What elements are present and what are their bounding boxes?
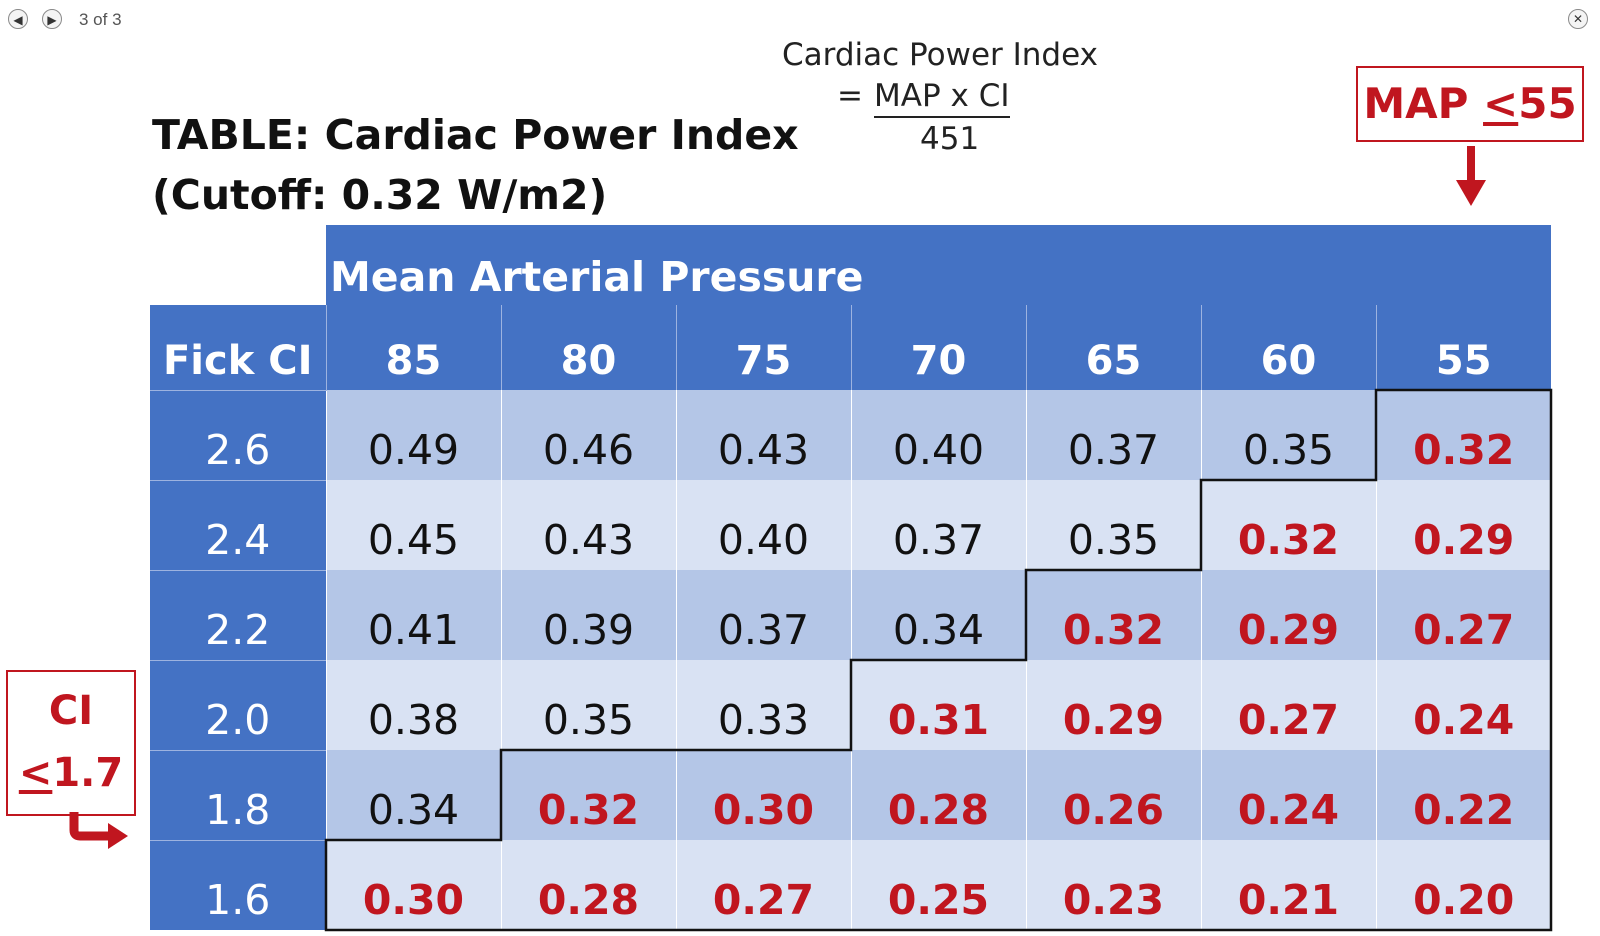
cpi-value-below-cutoff: 0.24 — [1375, 660, 1551, 750]
table-row: 2.6 0.49 0.46 0.43 0.40 0.37 0.35 0.32 — [150, 389, 1551, 480]
ci-callout-threshold: <1.7 — [8, 742, 134, 804]
cpi-value: 0.43 — [675, 390, 851, 480]
cpi-value-below-cutoff: 0.21 — [1200, 840, 1376, 930]
map-callout-symbol: < — [1483, 79, 1519, 128]
map-column-header: 70 — [850, 305, 1026, 390]
cpi-value-below-cutoff: 0.30 — [325, 840, 501, 930]
ci-callout-value: 1.7 — [52, 750, 124, 796]
ci-row-header: 1.6 — [150, 839, 326, 930]
cpi-value: 0.45 — [325, 480, 501, 570]
cpi-value-below-cutoff: 0.26 — [1025, 750, 1201, 840]
cpi-value-below-cutoff: 0.27 — [1200, 660, 1376, 750]
cpi-value-below-cutoff: 0.28 — [500, 840, 676, 930]
cpi-value: 0.43 — [500, 480, 676, 570]
cpi-value-below-cutoff: 0.32 — [500, 750, 676, 840]
ci-row-header: 2.2 — [150, 569, 326, 660]
arrow-bend-right-icon — [69, 812, 128, 849]
table-row: 2.4 0.45 0.43 0.40 0.37 0.35 0.32 0.29 — [150, 479, 1551, 570]
map-column-header: 85 — [325, 305, 501, 390]
ci-callout-label: CI — [48, 688, 94, 734]
cpi-value-below-cutoff: 0.32 — [1200, 480, 1376, 570]
table-row: 2.0 0.38 0.35 0.33 0.31 0.29 0.27 0.24 — [150, 659, 1551, 750]
map-column-header: 80 — [500, 305, 676, 390]
map-column-header: 65 — [1025, 305, 1201, 390]
cpi-value: 0.35 — [500, 660, 676, 750]
next-slide-button[interactable]: ▶ — [42, 9, 62, 29]
close-icon: ✕ — [1572, 12, 1584, 26]
ci-row-header: 2.6 — [150, 389, 326, 480]
arrow-right-icon: ▶ — [47, 13, 57, 27]
blank-corner — [150, 225, 326, 305]
cpi-value: 0.38 — [325, 660, 501, 750]
cpi-value: 0.35 — [1200, 390, 1376, 480]
fick-ci-header: Fick CI — [150, 305, 326, 390]
map-column-header: 75 — [675, 305, 851, 390]
ci-callout-symbol: < — [18, 750, 53, 796]
cpi-value: 0.37 — [675, 570, 851, 660]
table-row: 2.2 0.41 0.39 0.37 0.34 0.32 0.29 0.27 — [150, 569, 1551, 660]
cpi-value-below-cutoff: 0.27 — [1375, 570, 1551, 660]
cpi-value-below-cutoff: 0.29 — [1375, 480, 1551, 570]
map-group-header: Mean Arterial Pressure — [326, 225, 1551, 305]
map-callout-prefix: MAP — [1363, 79, 1484, 128]
cpi-value: 0.46 — [500, 390, 676, 480]
cpi-value-below-cutoff: 0.20 — [1375, 840, 1551, 930]
cpi-value-below-cutoff: 0.29 — [1200, 570, 1376, 660]
formula-denominator: 451 — [920, 121, 980, 157]
formula-numerator: MAP x CI — [874, 76, 1010, 118]
cpi-value: 0.35 — [1025, 480, 1201, 570]
cpi-value-below-cutoff: 0.30 — [675, 750, 851, 840]
ci-row-header: 2.0 — [150, 659, 326, 750]
map-column-header: 60 — [1200, 305, 1376, 390]
cpi-value-below-cutoff: 0.32 — [1025, 570, 1201, 660]
cpi-value: 0.39 — [500, 570, 676, 660]
map-callout-value: 55 — [1518, 79, 1577, 128]
cpi-value: 0.34 — [325, 750, 501, 840]
cpi-value-below-cutoff: 0.24 — [1200, 750, 1376, 840]
arrow-down-icon — [1456, 146, 1486, 206]
cpi-formula: Cardiac Power Index = MAP x CI 451 — [770, 34, 1110, 157]
slide-title: TABLE: Cardiac Power Index (Cutoff: 0.32… — [152, 105, 799, 225]
cpi-value-below-cutoff: 0.31 — [850, 660, 1026, 750]
cpi-value: 0.37 — [1025, 390, 1201, 480]
slide-counter: 3 of 3 — [79, 10, 122, 29]
ci-threshold-callout: CI <1.7 — [6, 670, 136, 816]
cpi-value: 0.41 — [325, 570, 501, 660]
table-row: 1.6 0.30 0.28 0.27 0.25 0.23 0.21 0.20 — [150, 839, 1551, 930]
cpi-value-below-cutoff: 0.28 — [850, 750, 1026, 840]
cpi-value: 0.34 — [850, 570, 1026, 660]
arrow-left-icon: ◀ — [13, 13, 23, 27]
cpi-value: 0.49 — [325, 390, 501, 480]
formula-fraction: = MAP x CI 451 — [770, 76, 1110, 157]
cpi-value: 0.33 — [675, 660, 851, 750]
cpi-value-below-cutoff: 0.32 — [1375, 390, 1551, 480]
ci-row-header: 1.8 — [150, 749, 326, 840]
cpi-value-below-cutoff: 0.22 — [1375, 750, 1551, 840]
cpi-value-below-cutoff: 0.25 — [850, 840, 1026, 930]
formula-title: Cardiac Power Index — [782, 37, 1098, 73]
slide-title-line2: (Cutoff: 0.32 W/m2) — [152, 171, 608, 219]
cpi-table: Mean Arterial Pressure Fick CI 85 80 75 70 6… — [150, 225, 1551, 930]
cpi-value: 0.37 — [850, 480, 1026, 570]
slide-title-line1: TABLE: Cardiac Power Index — [152, 111, 799, 159]
prev-slide-button[interactable]: ◀ — [8, 9, 28, 29]
cpi-value-below-cutoff: 0.27 — [675, 840, 851, 930]
cpi-value-below-cutoff: 0.23 — [1025, 840, 1201, 930]
map-threshold-callout: MAP <55 — [1356, 66, 1584, 142]
map-column-header: 55 — [1375, 305, 1551, 390]
cpi-value: 0.40 — [850, 390, 1026, 480]
close-button[interactable]: ✕ — [1568, 9, 1588, 29]
formula-equals: = — [837, 78, 863, 114]
ci-row-header: 2.4 — [150, 479, 326, 570]
cpi-value: 0.40 — [675, 480, 851, 570]
column-header-row: Fick CI 85 80 75 70 65 60 55 — [150, 305, 1551, 390]
group-header-row: Mean Arterial Pressure — [150, 225, 1551, 305]
cpi-value-below-cutoff: 0.29 — [1025, 660, 1201, 750]
table-row: 1.8 0.34 0.32 0.30 0.28 0.26 0.24 0.22 — [150, 749, 1551, 840]
